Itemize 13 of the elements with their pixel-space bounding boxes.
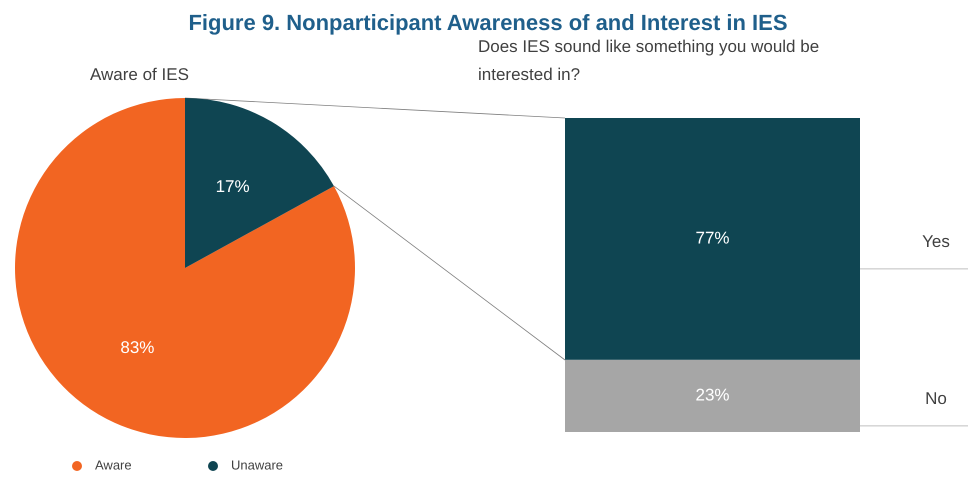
text: No xyxy=(925,388,947,408)
data-label: 23% xyxy=(695,385,730,404)
chart-title: Does IES sound like something you would be interested in? xyxy=(478,37,820,84)
pie-slice xyxy=(185,98,334,268)
text: Yes xyxy=(922,232,950,251)
data-label: 77% xyxy=(695,228,730,248)
legend-label: Aware xyxy=(95,457,132,472)
pie-slice xyxy=(15,98,355,438)
text: Figure 9. Nonparticipant Awareness of and Interest in IES xyxy=(188,10,788,35)
chart-subtitle: Aware of IES xyxy=(90,65,189,84)
legend-label: Unaware xyxy=(231,457,284,472)
data-label: 17% xyxy=(216,177,250,196)
data-label: 83% xyxy=(120,338,154,357)
